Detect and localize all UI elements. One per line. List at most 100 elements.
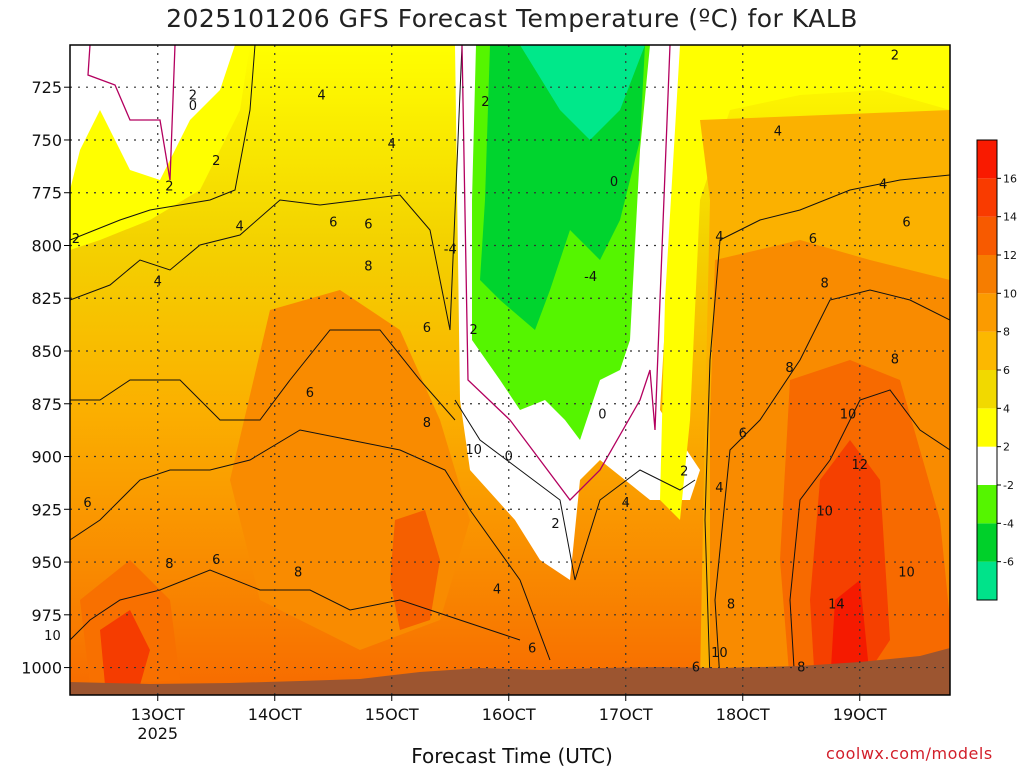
contour-label: 4 <box>879 177 887 192</box>
contour-label: 2 <box>470 323 478 338</box>
contour-label: 8 <box>727 597 735 612</box>
contour-lines <box>70 45 950 686</box>
terrain <box>70 648 950 695</box>
colorbar-swatch <box>977 485 997 524</box>
contour-label: -4 <box>444 243 457 258</box>
contour-label: 6 <box>364 217 372 232</box>
contour-label: 2 <box>72 232 80 247</box>
contour-label: 6 <box>692 661 700 676</box>
contour-label: 8 <box>423 416 431 431</box>
contour-label: 6 <box>739 426 747 441</box>
y-tick-label: 850 <box>31 342 62 361</box>
y-tick-label: 975 <box>31 606 62 625</box>
colorbar-swatch <box>977 408 997 447</box>
grid-lines <box>70 45 950 695</box>
y-tick-label: 950 <box>31 553 62 572</box>
chart-title: 2025101206 GFS Forecast Temperature (ºC)… <box>166 4 858 33</box>
y-tick-label: 900 <box>31 448 62 467</box>
colorbar-swatch <box>977 523 997 562</box>
region-warm-surface-2 <box>100 610 150 685</box>
contour-label: 6 <box>528 642 536 657</box>
colorbar-label: 8 <box>1003 326 1010 339</box>
x-tick-label: 19OCT <box>833 705 887 724</box>
y-tick-label: 775 <box>31 184 62 203</box>
contour-label: 10 <box>711 646 728 661</box>
y-tick-label: 800 <box>31 236 62 255</box>
contour-label: 6 <box>306 386 314 401</box>
colorbar-label: -2 <box>1003 479 1014 492</box>
contour-label: 6 <box>902 215 910 230</box>
contour-label: 0 <box>505 450 513 465</box>
contour-label: 4 <box>236 219 244 234</box>
contour-label: 10 <box>816 504 833 519</box>
x-axis-label: Forecast Time (UTC) <box>411 744 613 768</box>
colorbar-swatch <box>977 561 997 600</box>
region-right-hotter <box>810 440 890 685</box>
colorbar-swatch <box>977 331 997 370</box>
colorbar-swatch <box>977 178 997 217</box>
contour-label: 8 <box>891 352 899 367</box>
contour-label: 2 <box>481 95 489 110</box>
x-year-label: 2025 <box>137 724 178 743</box>
region-warm-core-2 <box>390 510 440 630</box>
freezing-line <box>87 45 671 501</box>
contour-label: 4 <box>388 137 396 152</box>
colorbar-label: 6 <box>1003 364 1010 377</box>
contour-label: -4 <box>584 270 597 285</box>
contour-label: 4 <box>715 230 723 245</box>
contour-label: 4 <box>493 582 501 597</box>
region-near-zero-left <box>70 45 235 190</box>
y-tick-label: 750 <box>31 131 62 150</box>
contour-label: 8 <box>821 276 829 291</box>
y-tick-label: 875 <box>31 395 62 414</box>
contour-label: 4 <box>154 274 162 289</box>
contour-label: 6 <box>329 215 337 230</box>
y-axis: 725 750 775 800 825 850 875 900 925 950 975 1000 <box>21 78 70 678</box>
y-tick-label: 825 <box>31 289 62 308</box>
contour-label: 2 <box>680 464 688 479</box>
contour-label: 0 <box>598 407 606 422</box>
contour-label: 12 <box>851 458 868 473</box>
y-tick-label: 725 <box>31 78 62 97</box>
contour-label: 2 <box>551 517 559 532</box>
y-tick-label: 1000 <box>21 659 62 678</box>
contour-label: 6 <box>809 232 817 247</box>
y-tick-label: 925 <box>31 500 62 519</box>
x-tick-label: 17OCT <box>599 705 653 724</box>
colorbar-label: 4 <box>1003 402 1010 415</box>
contour-label: 0 <box>189 99 197 114</box>
plot-frame <box>69 44 951 696</box>
x-tick-label: 14OCT <box>248 705 302 724</box>
colorbar-swatch <box>977 446 997 485</box>
contour-label: 6 <box>423 321 431 336</box>
contour-label: 14 <box>828 597 845 612</box>
contour-label: 2 <box>891 49 899 64</box>
colorbar-swatch <box>977 293 997 332</box>
colorbar-swatch <box>977 216 997 255</box>
contour-label: 8 <box>364 260 372 275</box>
contour-label: 2 <box>189 89 197 104</box>
colorbar-label: 14 <box>1003 211 1017 224</box>
colorbar-label: 10 <box>1003 287 1017 300</box>
contour-label: 8 <box>797 661 805 676</box>
contour-label: 8 <box>165 557 173 572</box>
region-above-2-right <box>660 45 950 520</box>
watermark: coolwx.com/models <box>826 744 993 763</box>
contour-label: 2 <box>212 154 220 169</box>
contour-label: 8 <box>785 361 793 376</box>
x-tick-label: 18OCT <box>716 705 770 724</box>
contour-label: 10 <box>465 443 482 458</box>
contour-label: 6 <box>212 553 220 568</box>
contour-label: 10 <box>44 629 61 644</box>
colorbar-swatch <box>977 255 997 294</box>
colorbar-label: -4 <box>1003 517 1014 530</box>
contour-label: 4 <box>774 125 782 140</box>
x-tick-label: 15OCT <box>365 705 419 724</box>
colorbar-swatch <box>977 370 997 409</box>
contour-label: 10 <box>840 407 857 422</box>
colorbar-swatch <box>977 140 997 179</box>
colorbar: -6 -4 -2 2 4 6 8 10 12 14 16 <box>976 139 1017 601</box>
x-tick-label: 13OCT <box>131 705 185 724</box>
